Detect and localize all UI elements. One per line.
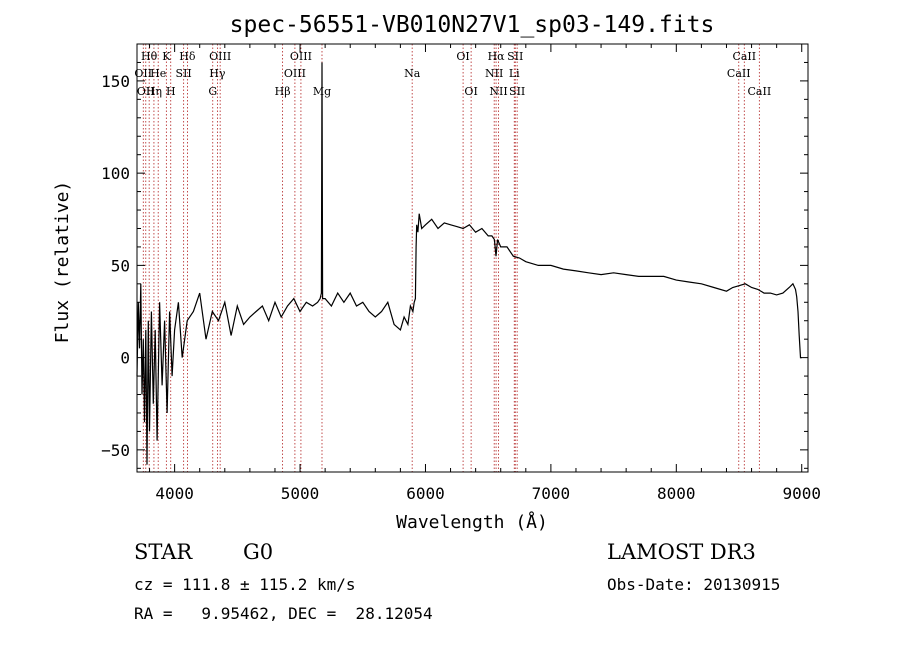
marker-label-3: Hη — [146, 85, 162, 98]
marker-label-19: NII — [485, 67, 503, 80]
marker-label-22: Li — [509, 67, 520, 80]
marker-label-25: CaII — [727, 67, 751, 80]
marker-label-5: K — [162, 50, 171, 63]
x-tick-label-1: 5000 — [281, 484, 320, 503]
x-tick-label-5: 9000 — [782, 484, 821, 503]
emission-line-markers — [142, 44, 760, 472]
y-tick-label-4: 150 — [101, 72, 130, 91]
marker-label-27: CaII — [748, 85, 772, 98]
marker-label-26: CaII — [732, 50, 756, 63]
marker-label-9: G — [208, 85, 217, 98]
x-tick-label-4: 8000 — [657, 484, 696, 503]
marker-label-8: Hδ — [179, 50, 196, 63]
marker-label-13: OIII — [284, 67, 306, 80]
chart-title: spec-56551-VB010N27V1_sp03-149.fits — [230, 12, 715, 38]
marker-label-14: OIII — [290, 50, 312, 63]
marker-label-16: Na — [404, 67, 421, 80]
spectrum-line — [136, 62, 802, 465]
marker-label-24: SII — [509, 85, 525, 98]
redshift-readout: cz = 111.8 ± 115.2 km/s — [134, 575, 356, 594]
x-axis-label: Wavelength (Å) — [396, 511, 548, 533]
x-axis-ticks: 4000 5000 6000 7000 8000 9000 — [149, 44, 821, 503]
marker-label-11: OIII — [209, 50, 231, 63]
emission-line-labels: OIIOIIHθHηHeKHSIIHδGHγOIIIHβOIIIOIIIMgNa… — [134, 50, 771, 98]
marker-label-10: Hγ — [209, 67, 226, 80]
class-label: STAR — [134, 540, 193, 564]
marker-label-21: NII — [489, 85, 507, 98]
marker-label-7: SII — [176, 67, 192, 80]
x-tick-label-0: 4000 — [155, 484, 194, 503]
marker-label-6: H — [166, 85, 176, 98]
marker-label-20: Hα — [488, 50, 506, 63]
marker-label-23: SII — [507, 50, 523, 63]
y-tick-label-1: 0 — [120, 349, 130, 368]
plot-frame — [136, 43, 809, 473]
marker-label-1: OII — [137, 85, 155, 98]
y-tick-label-2: 50 — [111, 256, 130, 275]
y-tick-label-3: 100 — [101, 164, 130, 183]
y-tick-label-0: −50 — [101, 441, 130, 460]
x-tick-label-3: 7000 — [532, 484, 571, 503]
marker-label-12: Hβ — [275, 85, 291, 98]
y-axis-ticks: −50 0 50 100 150 — [101, 61, 808, 469]
subclass-label: G0 — [243, 540, 274, 564]
coordinates-readout: RA = 9.95462, DEC = 28.12054 — [134, 604, 433, 623]
marker-label-4: He — [150, 67, 166, 80]
survey-label: LAMOST DR3 — [607, 540, 756, 564]
x-tick-label-2: 6000 — [406, 484, 445, 503]
marker-label-17: OI — [456, 50, 469, 63]
marker-label-2: Hθ — [141, 50, 158, 63]
y-axis-label: Flux (relative) — [52, 181, 73, 344]
marker-label-0: OII — [134, 67, 152, 80]
obs-date-readout: Obs-Date: 20130915 — [607, 575, 781, 594]
marker-label-18: OI — [464, 85, 477, 98]
